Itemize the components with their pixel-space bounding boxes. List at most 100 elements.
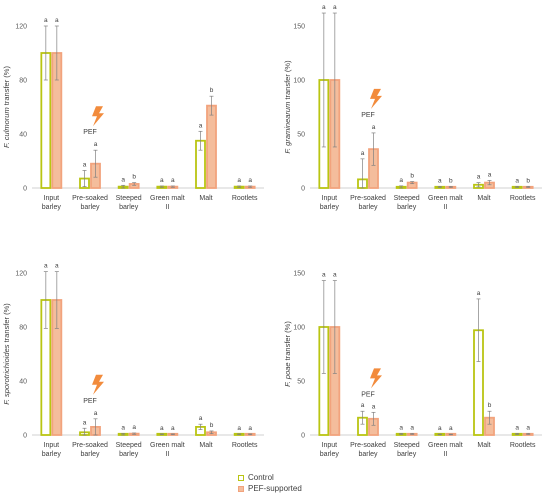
significance-letter: a (55, 17, 59, 24)
significance-letter: a (372, 403, 376, 410)
x-category-label: Pre-soaked (72, 442, 108, 449)
y-axis-label-unit: transfer (%) (283, 321, 292, 363)
y-tick-label: 120 (15, 24, 27, 31)
chart-panel-4: 0 50 100 150 F. poae transfer (%) Input barley… (283, 271, 542, 458)
significance-letter: a (237, 425, 241, 432)
x-category-label: Rootlets (510, 195, 536, 202)
significance-letter: a (361, 402, 365, 409)
x-category-label: Malt (199, 195, 212, 202)
chart-panel-1: 0 40 80 120 F. culmorum transfer (%) Input bar… (2, 17, 264, 211)
significance-letter: a (333, 4, 337, 11)
y-tick-label: 50 (297, 379, 305, 386)
lightning-icon (92, 374, 104, 395)
y-tick-label: 100 (293, 78, 305, 85)
y-axis-label-species: F. graminearum (283, 102, 292, 154)
y-axis-label-species: F. sporotrichioides (2, 344, 11, 405)
y-axis-label: F. sporotrichioides transfer (%) (2, 303, 11, 405)
significance-letter: a (160, 177, 164, 184)
legend-label-pef: PEF-supported (248, 484, 302, 493)
significance-letter: b (410, 173, 414, 180)
lightning-icon (370, 88, 382, 109)
significance-letter: a (44, 263, 48, 270)
significance-letter: a (526, 424, 530, 431)
x-category-label: barley (42, 451, 62, 458)
significance-letter: a (94, 141, 98, 148)
y-axis-label: F. graminearum transfer (%) (283, 60, 292, 154)
y-axis-label-unit: transfer (%) (283, 60, 292, 102)
x-category-label: Rootlets (232, 195, 258, 202)
pef-annotation: PEF (361, 112, 375, 119)
significance-letter: a (121, 176, 125, 183)
x-category-label: barley (397, 204, 417, 211)
pef-annotation: PEF (83, 398, 97, 405)
y-tick-label: 0 (301, 433, 305, 440)
significance-letter: a (361, 150, 365, 157)
significance-letter: a (248, 425, 252, 432)
y-axis-label-species: F. culmorum (2, 107, 11, 148)
significance-letter: a (399, 424, 403, 431)
x-category-label: barley (119, 204, 139, 211)
significance-letter: a (171, 177, 175, 184)
y-tick-label: 0 (23, 433, 27, 440)
x-category-label: Pre-soaked (350, 442, 386, 449)
y-tick-label: 40 (19, 379, 27, 386)
legend-swatch-pef (238, 485, 244, 492)
y-axis-label-unit: transfer (%) (2, 66, 11, 108)
chart-panel-2: 0 50 100 150 F. graminearum transfer (%) Inpu… (283, 4, 542, 211)
significance-letter: a (438, 177, 442, 184)
x-category-label: Malt (199, 442, 212, 449)
y-tick-label: 0 (301, 186, 305, 193)
legend-item-pef: PEF-supported (238, 483, 302, 494)
x-category-label: Input (322, 195, 338, 202)
legend-item-control: Control (238, 472, 302, 483)
significance-letter: a (477, 174, 481, 181)
significance-letter: a (44, 17, 48, 24)
x-category-label: Green malt (428, 442, 463, 449)
significance-letter: a (438, 425, 442, 432)
significance-letter: a (322, 272, 326, 279)
x-category-label: barley (397, 451, 417, 458)
x-category-label: barley (320, 204, 340, 211)
significance-letter: b (210, 87, 214, 94)
significance-letter: a (171, 425, 175, 432)
lightning-icon (370, 368, 382, 389)
x-category-label: barley (358, 204, 378, 211)
x-category-label: II (165, 204, 169, 211)
x-category-label: Steeped (394, 442, 420, 449)
significance-letter: a (515, 424, 519, 431)
x-category-label: barley (358, 451, 378, 458)
x-category-label: barley (42, 204, 62, 211)
y-tick-label: 150 (293, 24, 305, 31)
x-category-label: Rootlets (510, 442, 536, 449)
significance-letter: b (132, 174, 136, 181)
x-category-label: Green malt (428, 195, 463, 202)
significance-letter: a (322, 4, 326, 11)
y-tick-label: 80 (19, 325, 27, 332)
pef-annotation: PEF (83, 129, 97, 136)
significance-letter: a (410, 424, 414, 431)
x-category-label: Rootlets (232, 442, 258, 449)
significance-letter: a (199, 415, 203, 422)
y-tick-label: 100 (293, 325, 305, 332)
significance-letter: a (515, 177, 519, 184)
significance-letter: a (449, 425, 453, 432)
legend: Control PEF-supported (238, 472, 302, 494)
x-category-label: Pre-soaked (72, 195, 108, 202)
significance-letter: a (477, 290, 481, 297)
x-category-label: II (443, 204, 447, 211)
pef-annotation: PEF (361, 391, 375, 398)
x-category-label: Steeped (116, 195, 142, 202)
lightning-icon (92, 106, 104, 127)
x-category-label: barley (80, 451, 100, 458)
x-category-label: II (165, 451, 169, 458)
y-axis-label: F. poae transfer (%) (283, 321, 292, 387)
significance-letter: b (449, 177, 453, 184)
y-tick-label: 0 (23, 186, 27, 193)
significance-letter: a (488, 171, 492, 178)
x-category-label: Malt (477, 442, 490, 449)
significance-letter: b (210, 422, 214, 429)
x-category-label: Steeped (394, 195, 420, 202)
y-tick-label: 40 (19, 132, 27, 139)
y-tick-label: 50 (297, 132, 305, 139)
